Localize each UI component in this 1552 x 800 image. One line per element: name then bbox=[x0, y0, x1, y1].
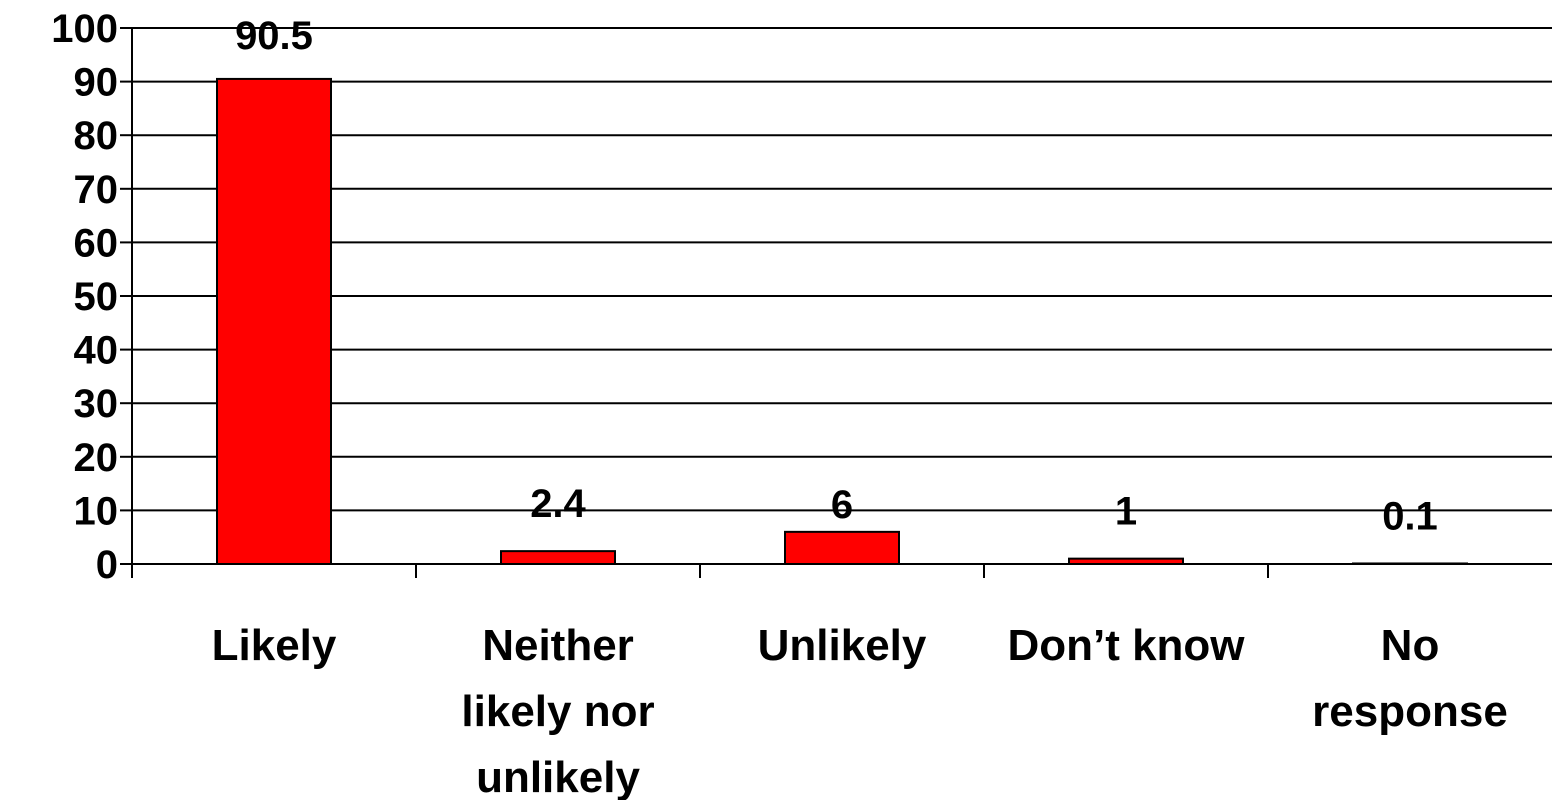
category-labels: Likely Neither likely nor unlikely Unlikely D… bbox=[212, 621, 1508, 800]
y-tick-label: 60 bbox=[74, 221, 119, 265]
data-label: 90.5 bbox=[235, 14, 313, 58]
category-label-line: Unlikely bbox=[758, 621, 927, 670]
bars bbox=[216, 77, 1468, 566]
category-label: Unlikely bbox=[758, 621, 927, 670]
y-tick-label: 70 bbox=[74, 168, 119, 212]
y-tick-label: 100 bbox=[51, 7, 118, 51]
y-tick-labels: 0 10 20 30 40 50 60 70 80 90 100 bbox=[51, 7, 118, 587]
data-label: 1 bbox=[1115, 490, 1137, 534]
category-label: No response bbox=[1312, 621, 1508, 736]
data-label: 2.4 bbox=[530, 482, 586, 526]
category-label-line: likely nor bbox=[461, 687, 654, 736]
y-tick-label: 20 bbox=[74, 436, 119, 480]
y-tick-label: 40 bbox=[74, 329, 119, 373]
category-label: Neither likely nor unlikely bbox=[461, 621, 654, 800]
gridlines bbox=[132, 27, 1552, 512]
category-label-line: unlikely bbox=[476, 753, 640, 800]
y-tick-label: 80 bbox=[74, 114, 119, 158]
category-label: Likely bbox=[212, 621, 337, 670]
category-label-line: Likely bbox=[212, 621, 337, 670]
y-tick-label: 50 bbox=[74, 275, 119, 319]
y-tick-label: 30 bbox=[74, 382, 119, 426]
bar-0 bbox=[216, 77, 332, 565]
category-label-line: No bbox=[1381, 621, 1440, 670]
data-label: 0.1 bbox=[1382, 494, 1438, 538]
category-label: Don’t know bbox=[1007, 621, 1245, 670]
data-labels: 90.5 2.4 6 1 0.1 bbox=[235, 14, 1438, 539]
bar-2 bbox=[784, 530, 900, 566]
category-label-line: Neither bbox=[482, 621, 634, 670]
category-label-line: Don’t know bbox=[1007, 621, 1245, 670]
category-label-line: response bbox=[1312, 687, 1508, 736]
axes bbox=[120, 27, 1552, 578]
bar-1 bbox=[500, 550, 616, 565]
y-tick-label: 10 bbox=[74, 489, 119, 533]
y-tick-label: 0 bbox=[96, 543, 118, 587]
y-tick-label: 90 bbox=[74, 61, 119, 105]
data-label: 6 bbox=[831, 483, 853, 527]
